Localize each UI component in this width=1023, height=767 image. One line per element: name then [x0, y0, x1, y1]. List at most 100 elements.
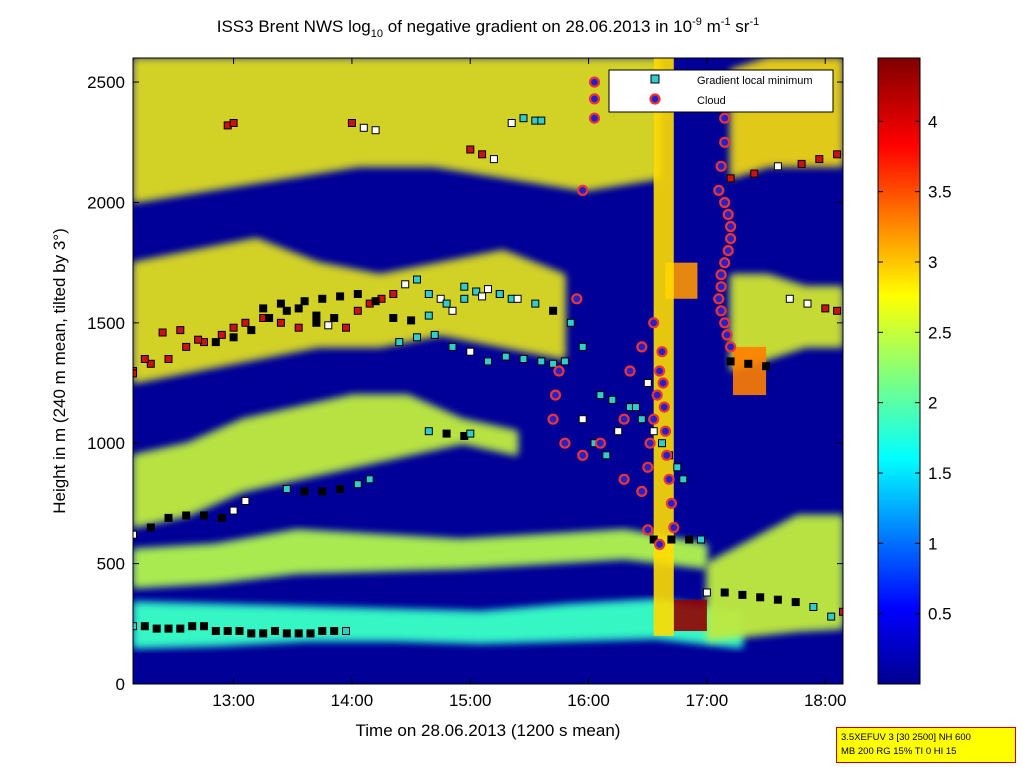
minimum-marker — [791, 598, 800, 607]
x-axis-label: Time on 28.06.2013 (1200 s mean) — [356, 721, 621, 740]
x-tick-label: 15:00 — [449, 691, 492, 710]
cloud-marker — [577, 184, 589, 196]
minimum-marker — [643, 379, 652, 387]
minimum-marker — [827, 612, 836, 621]
cloud-marker — [588, 93, 601, 105]
minimum-marker — [294, 323, 303, 332]
minimum-marker — [282, 485, 291, 493]
minimum-marker — [442, 299, 451, 308]
minimum-marker — [229, 333, 238, 342]
minimum-marker — [839, 607, 843, 616]
minimum-marker — [513, 294, 522, 303]
field-cell — [732, 346, 767, 396]
minimum-marker — [773, 595, 782, 604]
cloud-marker — [577, 449, 589, 461]
cloud-marker — [636, 485, 648, 497]
minimum-marker — [353, 290, 362, 298]
minimum-marker — [342, 627, 350, 635]
minimum-marker — [667, 535, 676, 544]
cloud-marker — [618, 413, 630, 425]
cloud-marker — [719, 196, 731, 209]
info-line-2: MB 200 RG 15% TI 0 HI 15 — [841, 746, 957, 757]
cloud-marker — [651, 389, 663, 401]
minimum-marker — [146, 523, 155, 532]
minimum-marker — [424, 290, 433, 298]
minimum-marker — [371, 297, 380, 306]
colorbar-gradient — [877, 57, 921, 685]
legend-marker-minimum — [650, 74, 660, 84]
minimum-marker — [424, 427, 433, 436]
minimum-marker — [448, 342, 457, 351]
minimum-marker — [389, 290, 398, 298]
minimum-marker — [133, 369, 137, 378]
y-tick-label: 2500 — [87, 73, 125, 92]
cloud-layer — [547, 76, 737, 551]
minimum-marker — [614, 427, 623, 436]
minimum-marker — [152, 624, 161, 633]
minimum-marker — [347, 119, 356, 127]
cloud-marker — [715, 281, 727, 293]
minimum-marker — [247, 326, 256, 335]
cloud-marker — [663, 473, 675, 485]
minimum-marker — [294, 304, 303, 313]
minimum-marker — [200, 511, 208, 520]
colorbar: 0.5 1 1.5 2 2.5 3 3.5 4 — [877, 57, 952, 685]
minimum-marker — [478, 292, 487, 301]
cloud-marker — [721, 329, 733, 341]
minimum-marker — [821, 304, 830, 313]
cloud-marker — [571, 293, 583, 305]
minimum-marker — [140, 355, 149, 363]
cloud-marker — [719, 136, 731, 148]
cloud-marker — [644, 437, 656, 449]
minimum-marker — [756, 593, 765, 602]
minimum-marker — [685, 535, 694, 544]
minimum-marker — [188, 622, 197, 631]
legend: Gradient local minimum Cloud — [608, 69, 834, 113]
cloud-marker — [719, 317, 731, 329]
cloud-marker — [653, 365, 666, 377]
minimum-marker — [330, 314, 339, 322]
minimum-marker — [702, 588, 711, 597]
minimum-marker — [413, 275, 421, 284]
minimum-marker — [478, 150, 487, 159]
minimum-marker — [276, 299, 285, 308]
y-tick-label: 2000 — [87, 193, 125, 212]
minimum-marker — [519, 355, 528, 363]
minimum-marker — [330, 627, 339, 635]
minimum-marker — [359, 123, 368, 132]
minimum-marker — [229, 323, 238, 332]
minimum-marker — [300, 297, 309, 306]
minimum-marker — [507, 119, 516, 127]
cloud-marker — [588, 112, 601, 124]
cloud-marker — [715, 305, 727, 317]
cloud-marker — [724, 233, 737, 245]
minimum-marker — [531, 299, 540, 308]
cloud-marker — [547, 413, 559, 425]
field-layer — [133, 58, 843, 648]
minimum-marker — [578, 415, 587, 424]
cloud-marker — [713, 184, 725, 196]
cloud-marker — [715, 160, 727, 172]
minimum-marker — [324, 321, 333, 330]
minimum-marker — [259, 304, 268, 313]
minimum-marker — [223, 627, 232, 635]
minimum-marker — [133, 530, 137, 539]
minimum-marker — [164, 355, 173, 363]
minimum-marker — [460, 294, 469, 303]
field-band-core — [133, 529, 707, 588]
field-band-core — [133, 58, 660, 203]
minimum-marker — [413, 333, 421, 342]
minimum-marker — [389, 314, 398, 322]
colorbar-tick-label: 4 — [928, 112, 937, 131]
cloud-marker — [665, 497, 678, 509]
minimum-marker — [200, 622, 208, 631]
minimum-marker — [430, 330, 439, 339]
minimum-marker — [631, 403, 640, 412]
cloud-marker — [719, 257, 731, 269]
x-axis: 13:00 14:00 15:00 16:00 17:00 18:00 — [212, 58, 847, 710]
colorbar-tick-label: 3 — [928, 253, 937, 272]
minimum-marker — [235, 627, 244, 635]
x-tick-label: 18:00 — [804, 691, 847, 710]
minimum-marker — [247, 629, 256, 638]
